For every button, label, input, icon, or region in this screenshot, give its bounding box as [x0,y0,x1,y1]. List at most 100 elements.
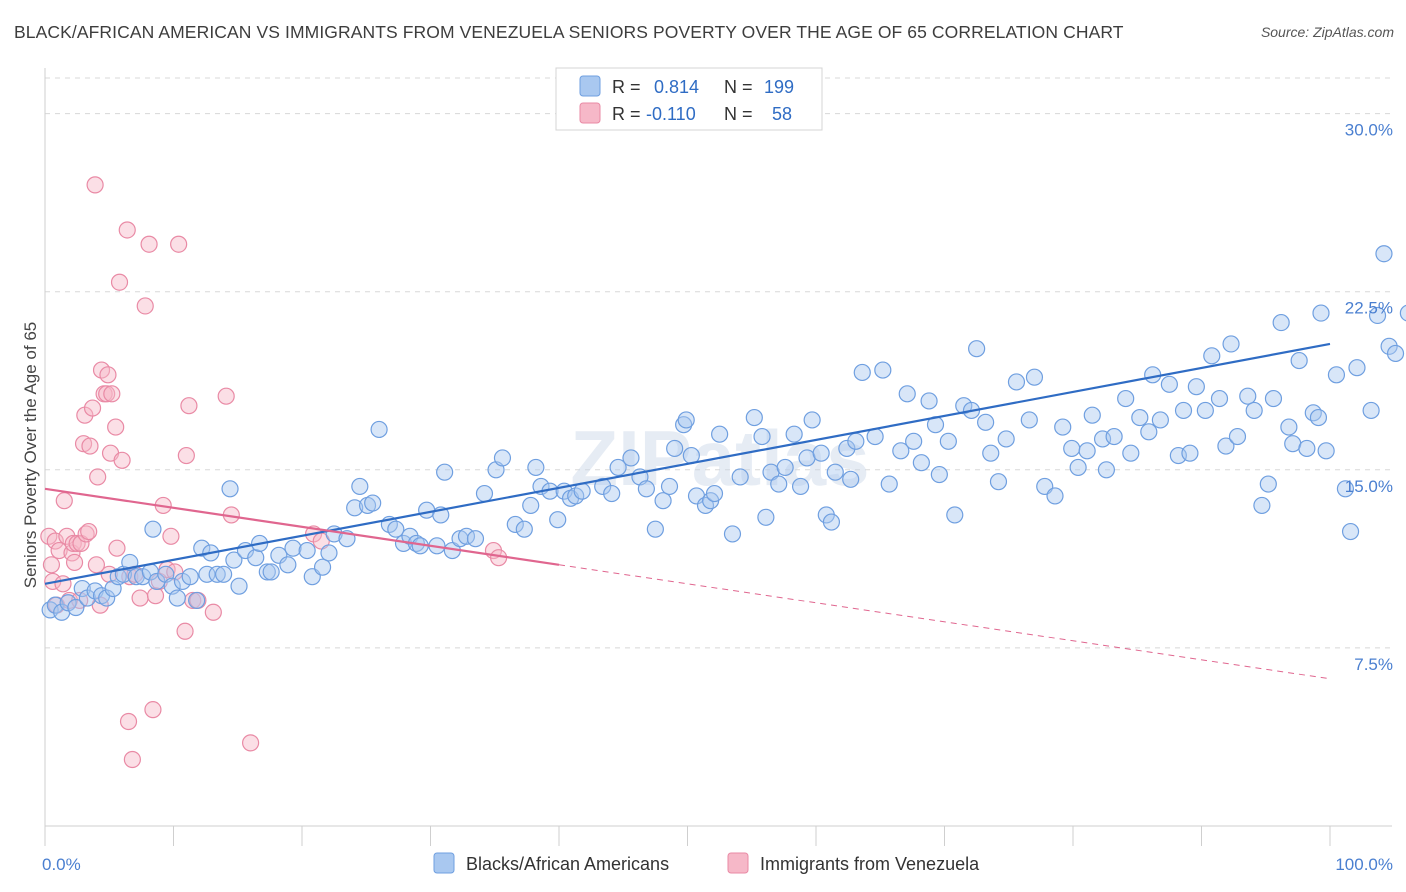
point-venezuela [98,385,116,403]
point-blacks [1083,406,1101,424]
x-tick-label: 0.0% [42,855,81,874]
point-blacks [1097,461,1116,479]
point-blacks [387,520,405,538]
point-blacks [1386,344,1405,363]
legend-n-label: N = [724,77,753,97]
point-blacks [1245,401,1263,420]
point-venezuela [42,556,61,574]
point-venezuela [54,575,72,593]
bottom-legend-venezuela: Immigrants from Venezuela [760,854,980,874]
point-blacks [1105,427,1123,446]
point-blacks [1264,389,1283,408]
point-blacks [711,425,729,443]
point-blacks [1210,389,1229,408]
point-blacks [1317,442,1335,460]
trend-line-venezuela [44,487,560,566]
point-blacks [364,494,382,512]
legend-r-label: R = [612,77,641,97]
point-blacks [1259,475,1277,493]
point-blacks [258,563,276,581]
point-blacks [549,511,567,529]
y-tick-label: 7.5% [1354,655,1393,674]
point-venezuela [107,418,125,436]
point-blacks [1217,437,1235,455]
point-blacks [1117,389,1135,408]
point-blacks [723,525,742,543]
point-blacks [989,473,1008,491]
bottom-legend: Blacks/African Americans Immigrants from… [433,852,980,874]
bottom-legend-swatch-blue [433,852,455,874]
point-blacks [262,563,280,581]
point-blacks [1151,411,1169,429]
point-blacks [637,480,655,498]
point-blacks [1078,442,1096,460]
point-blacks [230,577,248,595]
point-blacks [1272,313,1290,332]
point-blacks [208,565,226,583]
point-blacks [1187,378,1205,396]
point-blacks [853,363,871,382]
point-blacks [1327,366,1346,384]
point-blacks [1222,335,1240,353]
chart-title: BLACK/AFRICAN AMERICAN VS IMMIGRANTS FRO… [14,22,1124,42]
point-venezuela [72,534,90,553]
point-venezuela [110,273,129,291]
point-blacks [1025,368,1044,386]
point-blacks [874,361,892,379]
point-blacks [847,432,865,450]
point-blacks [279,556,297,574]
point-venezuela [108,539,126,557]
point-blacks [803,411,821,429]
point-blacks [1341,522,1360,541]
point-blacks [646,520,664,538]
point-venezuela [146,587,165,605]
point-venezuela [170,235,188,253]
point-blacks [968,340,986,358]
point-blacks [791,477,810,496]
point-blacks [1160,375,1178,393]
point-venezuela [118,221,136,239]
point-venezuela [81,437,99,455]
point-blacks [522,496,540,515]
point-blacks [466,530,485,548]
x-tick-labels: 0.0% 100.0% [42,855,1393,874]
point-blacks [1375,245,1393,263]
y-tick-labels: 7.5% 15.0% 22.5% 30.0% [1345,121,1393,674]
series-blacks-points [41,245,1406,621]
point-blacks [770,475,788,493]
point-blacks [939,432,957,450]
point-venezuela [55,492,73,510]
point-blacks [826,463,844,481]
point-blacks [1181,444,1199,462]
point-blacks [1368,306,1387,325]
legend-r-label: R = [612,104,641,124]
point-blacks [654,492,672,510]
point-blacks [930,465,948,484]
point-venezuela [204,603,222,621]
x-tick-label: 100.0% [1335,855,1393,874]
point-blacks [1054,418,1072,436]
point-venezuela [86,176,104,194]
trend-line-venezuela-extrapolated [558,564,1331,680]
point-blacks [785,425,803,443]
point-venezuela [99,366,117,384]
point-blacks [1290,351,1308,370]
point-blacks [1312,304,1330,322]
point-blacks [1280,418,1298,436]
axes [44,68,1392,846]
point-blacks [1362,401,1380,420]
point-venezuela [89,468,107,486]
source-credit: Source: ZipAtlas.com [1260,24,1394,40]
point-blacks [168,589,186,607]
point-blacks [677,411,695,429]
point-blacks [1336,480,1355,498]
point-blacks [436,463,454,481]
point-blacks [622,449,640,467]
legend-r-blue: 0.814 [654,77,699,97]
point-blacks [298,541,316,560]
point-blacks [898,385,916,403]
point-blacks [912,454,930,472]
point-venezuela [180,397,198,415]
trend-lines [44,342,1331,680]
point-blacks [838,439,856,458]
